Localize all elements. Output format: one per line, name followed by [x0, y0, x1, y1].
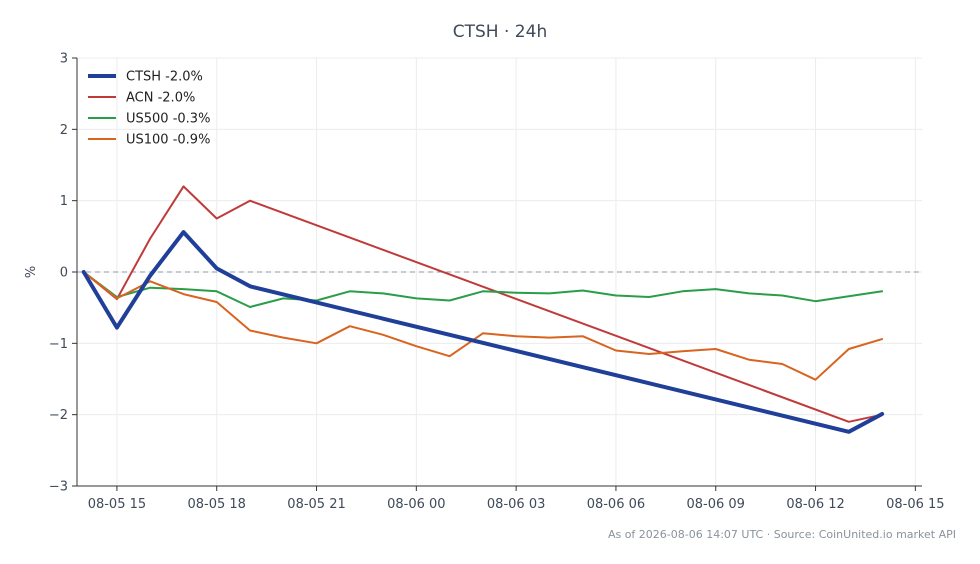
x-tick-label: 08-06 03: [487, 497, 545, 512]
chart-title: CTSH · 24h: [453, 22, 547, 42]
x-tick-label: 08-06 00: [387, 497, 445, 512]
x-axis-ticks: 08-05 15 08-05 18 08-05 21 08-06 00 08-06 03…: [88, 486, 945, 512]
y-axis-ticks: 3 2 1 0 −1 −2 −3: [49, 52, 77, 495]
series-line-us500: [82, 271, 884, 308]
grid: [77, 57, 922, 487]
legend-label: ACN -2.0%: [126, 91, 195, 106]
series-line-ctsh: [81, 230, 885, 434]
legend-label: US100 -0.9%: [126, 133, 210, 148]
y-axis-label: %: [24, 266, 39, 278]
y-tick-label: −2: [49, 408, 68, 423]
legend-label: US500 -0.3%: [126, 112, 210, 127]
x-tick-label: 08-05 21: [287, 497, 345, 512]
legend-label: CTSH -2.0%: [126, 70, 203, 85]
series-lines: [81, 185, 885, 434]
x-tick-label: 08-05 18: [187, 497, 245, 512]
y-tick-label: 2: [60, 123, 68, 138]
source-footer: As of 2026-08-06 14:07 UTC · Source: Coi…: [608, 528, 956, 541]
x-tick-label: 08-06 06: [587, 497, 645, 512]
x-tick-label: 08-06 12: [786, 497, 844, 512]
y-tick-label: −1: [49, 337, 68, 352]
series-line-us100: [82, 271, 884, 381]
y-tick-label: 1: [60, 194, 68, 209]
y-tick-label: 0: [60, 266, 68, 281]
x-tick-label: 08-06 15: [886, 497, 944, 512]
y-tick-label: 3: [60, 52, 68, 67]
legend: CTSH -2.0% ACN -2.0% US500 -0.3% US100 -0.9…: [88, 70, 210, 148]
series-line-acn: [82, 185, 884, 423]
y-tick-label: −3: [49, 480, 68, 495]
x-tick-label: 08-06 09: [687, 497, 745, 512]
x-tick-label: 08-05 15: [88, 497, 146, 512]
